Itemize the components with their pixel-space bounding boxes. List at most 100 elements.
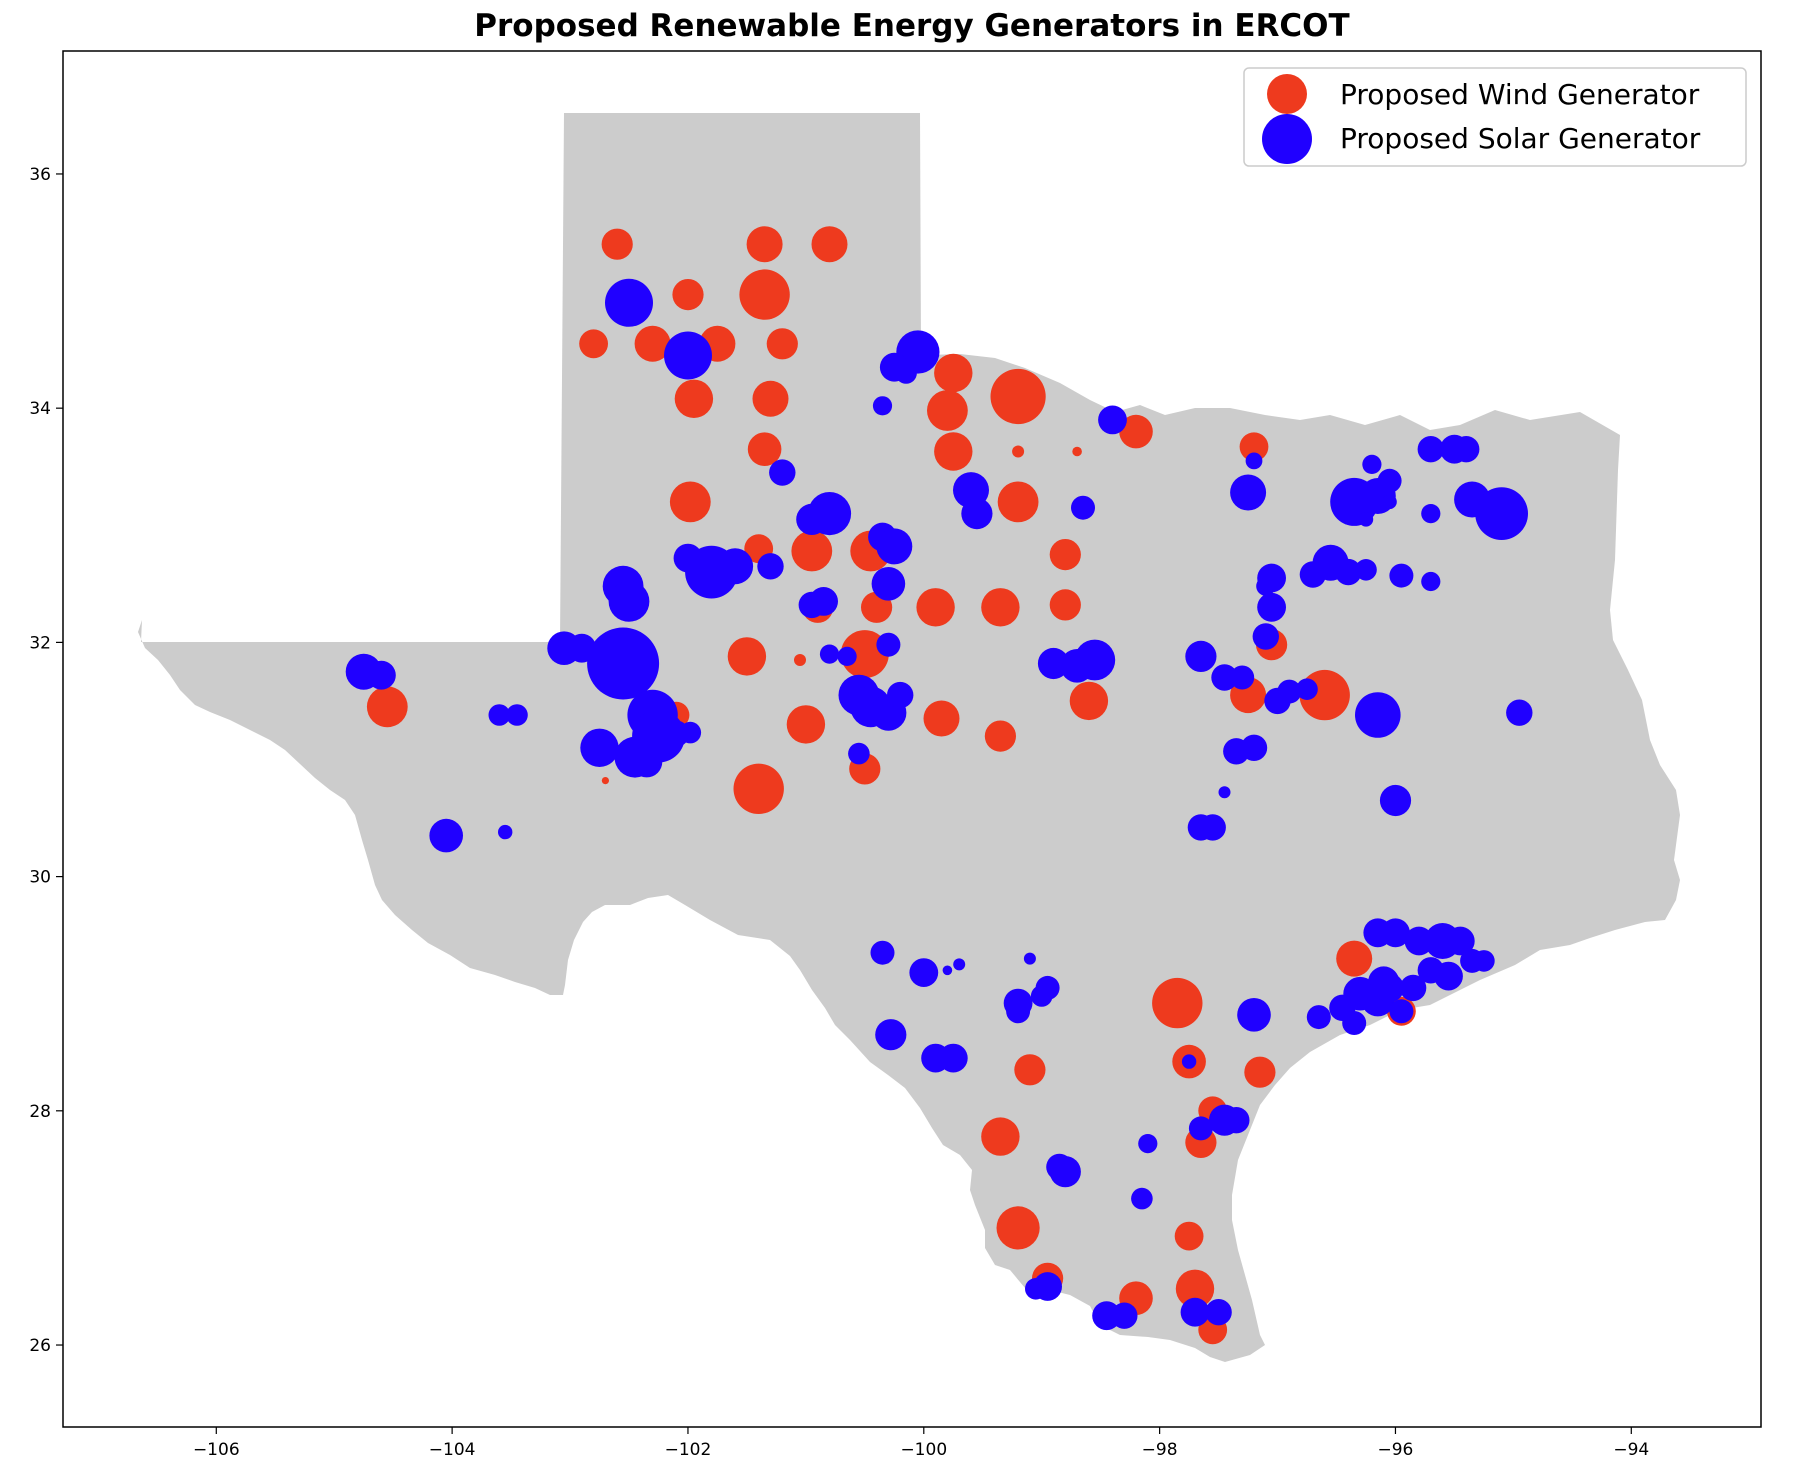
- solar-generator-point: [796, 503, 828, 535]
- solar-generator-point: [1223, 1107, 1250, 1134]
- wind-generator-point: [916, 588, 955, 627]
- solar-generator-point: [1421, 571, 1441, 592]
- solar-generator-point: [488, 704, 511, 726]
- solar-generator-point: [876, 528, 913, 565]
- wind-generator-point: [579, 329, 608, 359]
- wind-generator-point: [1014, 1054, 1046, 1086]
- wind-generator-point: [766, 328, 798, 360]
- solar-generator-point: [1375, 973, 1404, 1003]
- y-tick-label: 34: [29, 399, 51, 419]
- solar-generator-point: [837, 646, 857, 667]
- plot-frame: [62, 50, 1762, 1428]
- solar-generator-point: [1296, 678, 1318, 700]
- solar-generator-point: [679, 721, 702, 744]
- solar-generator-point: [1389, 999, 1414, 1024]
- x-tick-label: −98: [1142, 1440, 1178, 1460]
- wind-generator-point: [811, 226, 848, 263]
- chart-title: Proposed Renewable Energy Generators in …: [474, 8, 1349, 44]
- wind-generator-point: [923, 700, 960, 737]
- solar-generator-point: [1355, 559, 1377, 581]
- y-tick-label: 26: [29, 1336, 51, 1356]
- solar-generator-point: [1223, 738, 1250, 765]
- solar-generator-point: [1342, 1011, 1367, 1035]
- solar-generator-point: [1257, 592, 1286, 622]
- solar-generator-point: [1335, 558, 1362, 586]
- wind-generator-point: [739, 269, 790, 320]
- solar-generator-point: [1453, 436, 1480, 463]
- y-tick-label: 30: [29, 868, 51, 888]
- solar-generator-point: [1188, 1116, 1213, 1141]
- solar-generator-point: [1230, 474, 1267, 511]
- solar-generator-point: [1074, 639, 1116, 681]
- wind-generator-point: [669, 481, 711, 523]
- solar-generator-point: [909, 958, 939, 987]
- wind-generator-point: [1069, 681, 1109, 721]
- solar-generator-point: [875, 1019, 907, 1051]
- solar-generator-point: [1355, 692, 1401, 738]
- legend: Proposed Wind Generator Proposed Solar G…: [1243, 67, 1747, 167]
- legend-wind-marker: [1267, 74, 1307, 114]
- wind-generator-point: [996, 1206, 1040, 1250]
- wind-generator-point: [674, 379, 714, 418]
- solar-generator-point: [1252, 623, 1280, 650]
- solar-generator-point: [1006, 999, 1031, 1024]
- solar-generator-point: [1389, 563, 1414, 588]
- solar-generator-point: [1046, 1153, 1073, 1181]
- solar-generator-point: [367, 660, 396, 690]
- wind-generator-point: [1119, 414, 1153, 449]
- wind-generator-point: [934, 353, 973, 393]
- solar-generator-point: [1257, 563, 1286, 593]
- wind-generator-point: [634, 325, 671, 362]
- x-tick-label: −106: [193, 1440, 240, 1460]
- solar-generator-point: [1306, 1005, 1331, 1030]
- solar-generator-point: [1245, 452, 1263, 470]
- solar-generator-point: [1381, 918, 1410, 948]
- solar-generator-point: [1218, 786, 1231, 799]
- wind-generator-point: [794, 654, 806, 666]
- y-axis: 26 28 30 32 34 36: [29, 165, 63, 1356]
- wind-generator-point: [1174, 1221, 1204, 1251]
- solar-generator-point: [1023, 952, 1036, 965]
- solar-generator-point: [1417, 957, 1445, 984]
- solar-generator-point: [1382, 494, 1397, 510]
- solar-generator-point: [1358, 512, 1374, 527]
- solar-generator-point: [1417, 436, 1445, 463]
- solar-generator-point: [938, 1043, 968, 1073]
- solar-generator-point: [498, 824, 513, 840]
- solar-generator-point: [1098, 405, 1127, 435]
- wind-generator-point: [1336, 940, 1373, 977]
- solar-generator-point: [587, 627, 660, 700]
- solar-generator-point: [798, 591, 825, 619]
- solar-generator-point: [1138, 1134, 1158, 1154]
- solar-generator-point: [769, 459, 796, 486]
- solar-generator-point: [1379, 784, 1412, 817]
- solar-generator-point: [1377, 468, 1402, 493]
- solar-generator-point: [870, 940, 895, 965]
- wind-generator-point: [981, 1117, 1020, 1156]
- legend-box: [1243, 67, 1747, 167]
- solar-generator-point: [1421, 503, 1441, 524]
- x-tick-label: −100: [900, 1440, 947, 1460]
- solar-generator-point: [429, 818, 464, 853]
- legend-solar-marker: [1262, 114, 1312, 164]
- solar-generator-point: [1131, 1187, 1153, 1210]
- solar-generator-point: [1445, 926, 1475, 956]
- y-tick-label: 32: [29, 633, 51, 653]
- solar-generator-point: [953, 958, 966, 971]
- solar-generator-point: [1181, 1054, 1197, 1069]
- wind-generator-point: [366, 686, 408, 728]
- wind-generator-point: [997, 481, 1039, 523]
- wind-generator-point: [672, 279, 704, 311]
- solar-generator-point: [1035, 975, 1060, 1000]
- solar-generator-point: [1205, 1299, 1232, 1326]
- wind-generator-point: [927, 390, 968, 431]
- solar-generator-point: [895, 362, 917, 384]
- solar-generator-point: [664, 331, 712, 380]
- solar-generator-point: [631, 746, 663, 778]
- wind-generator-point: [1072, 446, 1082, 457]
- wind-generator-point: [601, 228, 633, 260]
- solar-generator-point: [1362, 454, 1382, 474]
- solar-generator-point: [876, 632, 901, 657]
- wind-generator-point: [791, 530, 833, 572]
